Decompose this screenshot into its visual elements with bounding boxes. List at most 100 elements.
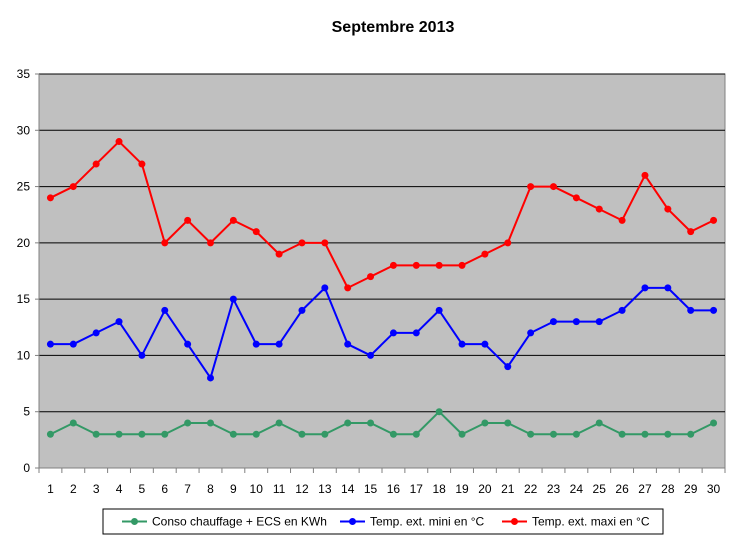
x-tick-label: 5 <box>139 482 146 496</box>
legend-label: Temp. ext. maxi en °C <box>532 515 650 529</box>
x-tick-label: 12 <box>295 482 309 496</box>
data-point <box>389 430 397 438</box>
x-tick-label: 13 <box>318 482 332 496</box>
x-tick-label: 21 <box>501 482 515 496</box>
data-point <box>275 250 283 258</box>
legend-swatch-marker <box>349 518 356 525</box>
x-tick-label: 7 <box>184 482 191 496</box>
y-tick-label: 5 <box>23 405 30 419</box>
data-point <box>115 318 123 326</box>
data-point <box>207 419 214 427</box>
x-tick-label: 11 <box>273 482 286 496</box>
data-point <box>550 318 557 326</box>
data-point <box>161 430 169 438</box>
x-tick-label: 23 <box>547 482 561 496</box>
gridlines <box>39 73 725 413</box>
x-tick-label: 26 <box>615 482 629 496</box>
data-point <box>687 430 695 438</box>
data-point <box>527 329 535 337</box>
legend: Conso chauffage + ECS en KWh Temp. ext. m… <box>102 508 664 535</box>
data-point <box>412 261 420 269</box>
data-point <box>458 261 466 269</box>
data-point <box>298 306 306 314</box>
data-point <box>435 261 443 269</box>
data-point <box>595 419 603 427</box>
data-point <box>504 419 512 427</box>
data-point <box>138 351 146 359</box>
data-point <box>184 216 192 224</box>
data-point <box>92 160 100 168</box>
data-point <box>641 430 649 438</box>
data-point <box>389 329 397 337</box>
data-point <box>252 430 260 438</box>
x-tick-label: 27 <box>638 482 652 496</box>
x-tick-label: 8 <box>207 482 214 496</box>
data-point <box>321 239 329 247</box>
data-point <box>572 194 580 202</box>
data-point <box>298 430 306 438</box>
x-tick-label: 24 <box>570 482 584 496</box>
data-point <box>138 430 146 438</box>
data-point <box>275 340 283 348</box>
data-point <box>367 351 375 359</box>
y-tick-label: 20 <box>17 236 31 250</box>
x-tick-label: 20 <box>478 482 492 496</box>
data-point <box>252 228 260 236</box>
data-point <box>481 419 489 427</box>
data-point <box>481 250 489 258</box>
series-1 <box>46 408 718 438</box>
data-point <box>412 329 420 337</box>
data-point <box>252 340 260 348</box>
x-tick-label: 17 <box>410 482 424 496</box>
x-tick-label: 14 <box>341 482 355 496</box>
data-point <box>184 419 192 427</box>
x-tick-label: 2 <box>70 482 77 496</box>
data-point <box>664 430 672 438</box>
data-point <box>504 363 512 371</box>
data-point <box>69 183 77 191</box>
data-point <box>618 430 626 438</box>
x-tick-label: 18 <box>432 482 446 496</box>
x-tick-label: 15 <box>364 482 378 496</box>
series-layer <box>46 138 718 438</box>
data-point <box>435 408 443 416</box>
data-point <box>298 239 306 247</box>
data-point <box>595 318 603 326</box>
legend-swatch-marker <box>131 518 138 525</box>
y-tick-label: 0 <box>23 461 30 475</box>
data-point <box>481 340 489 348</box>
y-tick-label: 30 <box>17 123 31 137</box>
data-point <box>207 374 214 382</box>
data-point <box>527 183 535 191</box>
data-point <box>344 340 352 348</box>
x-tick-label: 16 <box>387 482 401 496</box>
x-tick-label: 30 <box>707 482 721 496</box>
data-point <box>46 340 54 348</box>
data-point <box>458 340 466 348</box>
data-point <box>710 216 718 224</box>
data-point <box>641 284 649 292</box>
legend-box <box>102 508 664 535</box>
data-point <box>412 430 420 438</box>
data-point <box>229 216 237 224</box>
y-tick-label: 25 <box>17 180 31 194</box>
data-point <box>618 216 626 224</box>
data-point <box>69 340 77 348</box>
data-point <box>572 430 580 438</box>
data-point <box>367 273 375 281</box>
x-tick-label: 3 <box>93 482 100 496</box>
data-point <box>367 419 375 427</box>
data-point <box>687 228 695 236</box>
data-point <box>641 171 649 179</box>
x-tick-label: 19 <box>455 482 469 496</box>
x-tick-label: 1 <box>47 482 54 496</box>
data-point <box>138 160 146 168</box>
data-point <box>389 261 397 269</box>
data-point <box>229 295 237 303</box>
series-line <box>49 410 715 436</box>
data-point <box>115 430 123 438</box>
x-tick-label: 25 <box>593 482 607 496</box>
series-line <box>49 140 715 289</box>
data-point <box>710 419 718 427</box>
